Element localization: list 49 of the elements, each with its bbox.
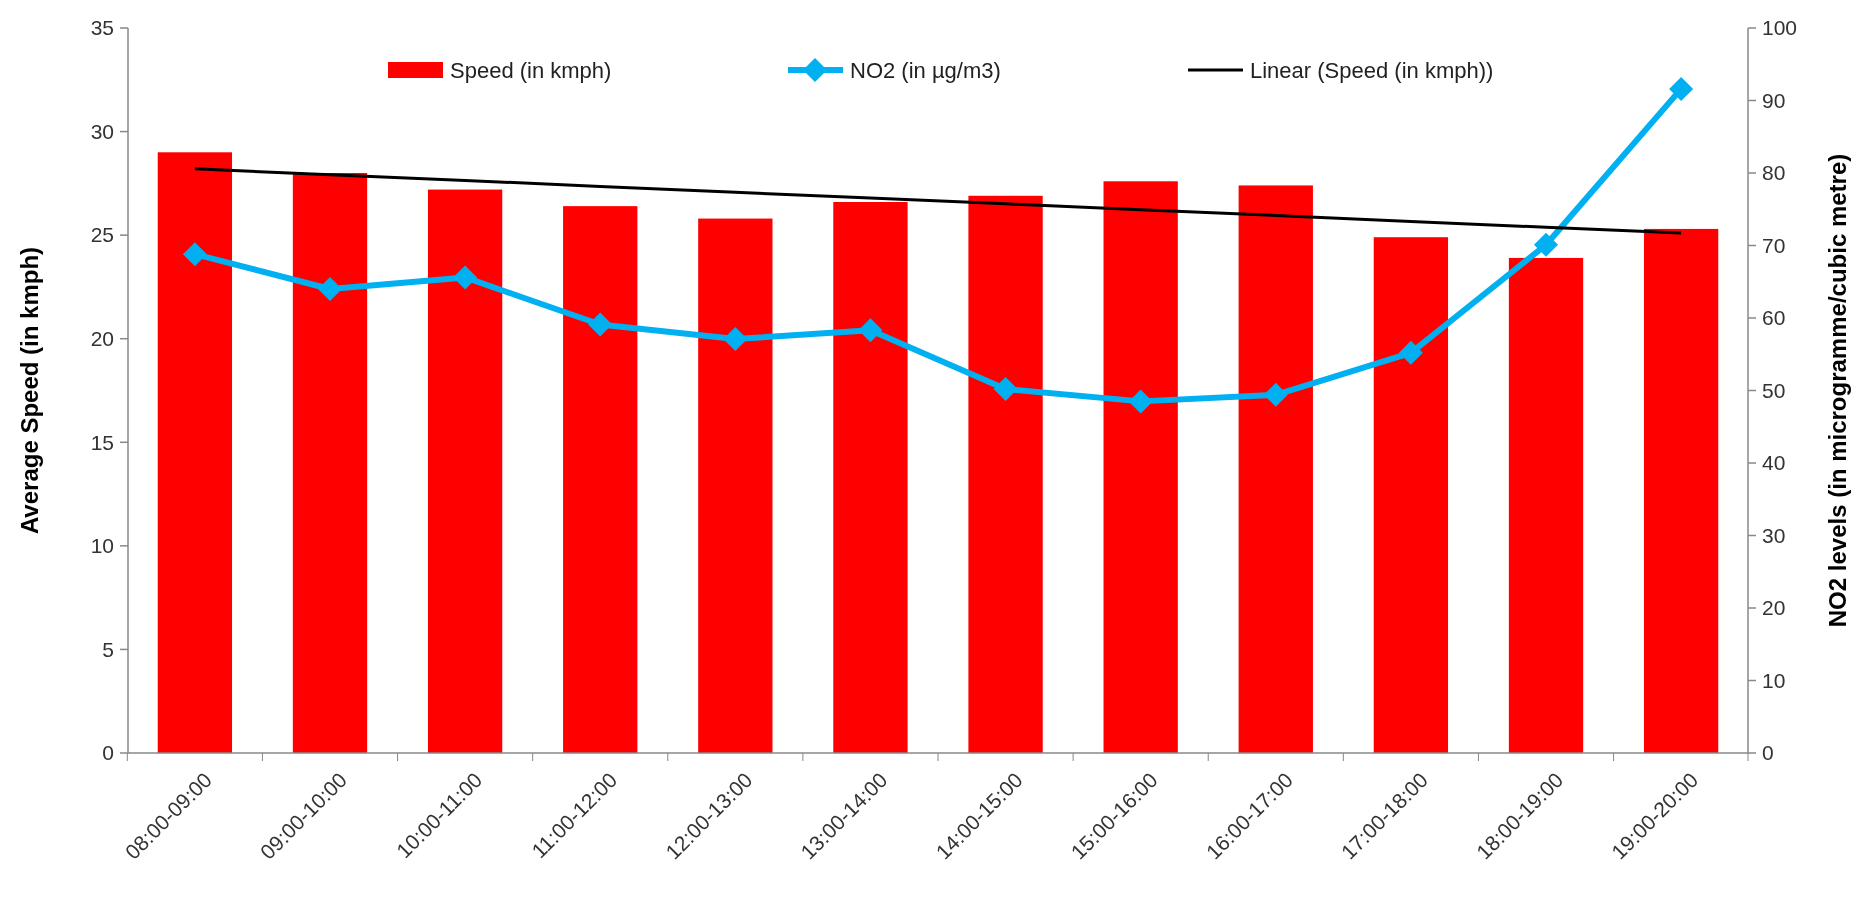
y2-tick-label: 100 (1762, 16, 1798, 40)
bar (1238, 185, 1313, 753)
bar (1508, 257, 1584, 753)
y-tick-label: 10 (90, 534, 114, 558)
bar (563, 206, 638, 753)
y2-tick-label: 10 (1762, 668, 1786, 692)
y-tick-label: 25 (90, 223, 114, 247)
y2-tick-label: 60 (1762, 306, 1786, 330)
y2-tick-label: 40 (1762, 451, 1786, 475)
point (1128, 389, 1153, 414)
bar (1373, 237, 1449, 753)
bar (698, 218, 773, 753)
y2-tick-label: 0 (1762, 741, 1774, 765)
y-tick-label: 30 (90, 119, 114, 143)
bar (1103, 181, 1178, 753)
point (1534, 232, 1559, 257)
y-tick-label: 0 (102, 741, 114, 765)
point (993, 377, 1018, 402)
legend-label: NO2 (in µg/m3) (850, 57, 1001, 83)
point (858, 318, 883, 343)
y2-tick-label: 50 (1762, 378, 1786, 402)
point (1398, 340, 1423, 365)
bar (292, 173, 368, 753)
point (182, 242, 207, 267)
point (588, 312, 613, 337)
point (1669, 76, 1694, 101)
point (453, 265, 478, 290)
y2-tick-label: 70 (1762, 233, 1786, 257)
y2-tick-label: 80 (1762, 161, 1786, 185)
y2-tick-label: 20 (1762, 596, 1786, 620)
y-tick-label: 20 (90, 327, 114, 351)
bar (833, 202, 908, 753)
legend-label: Speed (in kmph) (450, 57, 612, 83)
bar (427, 189, 503, 753)
y-tick-label: 15 (90, 430, 114, 454)
y-tick-label: 5 (102, 637, 114, 661)
point (317, 277, 342, 301)
y2-axis-title: NO2 levels (in microgramme/cubic metre) (1824, 153, 1851, 628)
point (1263, 382, 1288, 407)
bar (1643, 228, 1719, 753)
line-series (193, 167, 1683, 235)
legend-label: Linear (Speed (in kmph)) (1250, 57, 1494, 83)
point (723, 327, 748, 352)
y-tick-label: 35 (90, 16, 114, 40)
y-axis-title: Average Speed (in kmph) (16, 246, 43, 535)
bar (157, 152, 233, 753)
y2-tick-label: 30 (1762, 523, 1786, 547)
y2-tick-label: 90 (1762, 88, 1786, 112)
bar (968, 195, 1043, 753)
